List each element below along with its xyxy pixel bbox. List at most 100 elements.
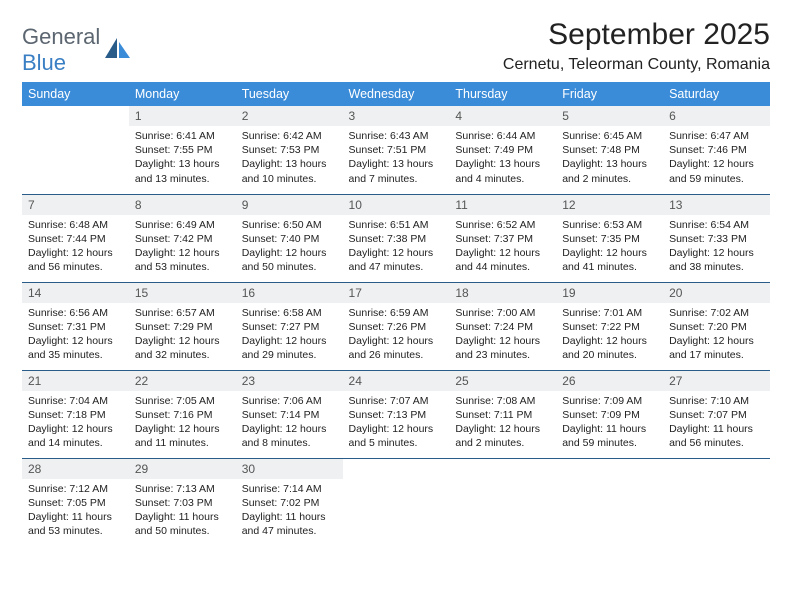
day-details: Sunrise: 6:48 AMSunset: 7:44 PMDaylight:… <box>22 215 129 280</box>
location-text: Cernetu, Teleorman County, Romania <box>503 56 770 74</box>
day-cell: 4Sunrise: 6:44 AMSunset: 7:49 PMDaylight… <box>449 106 556 194</box>
day-number: 10 <box>343 195 450 215</box>
day-details: Sunrise: 6:43 AMSunset: 7:51 PMDaylight:… <box>343 126 450 191</box>
day-number: 29 <box>129 459 236 479</box>
day-details: Sunrise: 6:53 AMSunset: 7:35 PMDaylight:… <box>556 215 663 280</box>
day-details: Sunrise: 6:42 AMSunset: 7:53 PMDaylight:… <box>236 126 343 191</box>
day-cell: 16Sunrise: 6:58 AMSunset: 7:27 PMDayligh… <box>236 282 343 370</box>
day-details: Sunrise: 7:01 AMSunset: 7:22 PMDaylight:… <box>556 303 663 368</box>
day-cell: 15Sunrise: 6:57 AMSunset: 7:29 PMDayligh… <box>129 282 236 370</box>
week-row: 28Sunrise: 7:12 AMSunset: 7:05 PMDayligh… <box>22 458 770 546</box>
day-details: Sunrise: 7:12 AMSunset: 7:05 PMDaylight:… <box>22 479 129 544</box>
day-number: 19 <box>556 283 663 303</box>
day-details: Sunrise: 7:04 AMSunset: 7:18 PMDaylight:… <box>22 391 129 456</box>
logo-sail-icon <box>105 38 131 65</box>
header: General Blue September 2025 Cernetu, Tel… <box>22 18 770 76</box>
day-details: Sunrise: 6:54 AMSunset: 7:33 PMDaylight:… <box>663 215 770 280</box>
day-cell <box>449 458 556 546</box>
day-details: Sunrise: 6:50 AMSunset: 7:40 PMDaylight:… <box>236 215 343 280</box>
day-number: 16 <box>236 283 343 303</box>
week-row: 1Sunrise: 6:41 AMSunset: 7:55 PMDaylight… <box>22 106 770 194</box>
day-cell: 1Sunrise: 6:41 AMSunset: 7:55 PMDaylight… <box>129 106 236 194</box>
day-details: Sunrise: 7:09 AMSunset: 7:09 PMDaylight:… <box>556 391 663 456</box>
day-number: 9 <box>236 195 343 215</box>
weekday-header: Wednesday <box>343 82 450 106</box>
day-number: 17 <box>343 283 450 303</box>
weekday-header: Thursday <box>449 82 556 106</box>
day-cell: 17Sunrise: 6:59 AMSunset: 7:26 PMDayligh… <box>343 282 450 370</box>
day-number: 24 <box>343 371 450 391</box>
day-details: Sunrise: 6:56 AMSunset: 7:31 PMDaylight:… <box>22 303 129 368</box>
day-details: Sunrise: 7:13 AMSunset: 7:03 PMDaylight:… <box>129 479 236 544</box>
day-number: 5 <box>556 106 663 126</box>
day-number: 20 <box>663 283 770 303</box>
day-details: Sunrise: 6:41 AMSunset: 7:55 PMDaylight:… <box>129 126 236 191</box>
day-cell: 26Sunrise: 7:09 AMSunset: 7:09 PMDayligh… <box>556 370 663 458</box>
week-row: 14Sunrise: 6:56 AMSunset: 7:31 PMDayligh… <box>22 282 770 370</box>
day-cell: 10Sunrise: 6:51 AMSunset: 7:38 PMDayligh… <box>343 194 450 282</box>
day-details: Sunrise: 7:14 AMSunset: 7:02 PMDaylight:… <box>236 479 343 544</box>
day-cell <box>556 458 663 546</box>
day-cell: 30Sunrise: 7:14 AMSunset: 7:02 PMDayligh… <box>236 458 343 546</box>
day-cell: 11Sunrise: 6:52 AMSunset: 7:37 PMDayligh… <box>449 194 556 282</box>
day-cell: 8Sunrise: 6:49 AMSunset: 7:42 PMDaylight… <box>129 194 236 282</box>
day-number: 3 <box>343 106 450 126</box>
logo: General Blue <box>22 24 131 76</box>
weekday-header: Tuesday <box>236 82 343 106</box>
day-number: 23 <box>236 371 343 391</box>
day-details: Sunrise: 6:59 AMSunset: 7:26 PMDaylight:… <box>343 303 450 368</box>
day-cell: 5Sunrise: 6:45 AMSunset: 7:48 PMDaylight… <box>556 106 663 194</box>
day-cell: 6Sunrise: 6:47 AMSunset: 7:46 PMDaylight… <box>663 106 770 194</box>
day-number: 15 <box>129 283 236 303</box>
day-number: 1 <box>129 106 236 126</box>
day-details: Sunrise: 7:07 AMSunset: 7:13 PMDaylight:… <box>343 391 450 456</box>
logo-word-2: Blue <box>22 50 66 75</box>
day-cell: 3Sunrise: 6:43 AMSunset: 7:51 PMDaylight… <box>343 106 450 194</box>
day-number: 7 <box>22 195 129 215</box>
day-number: 28 <box>22 459 129 479</box>
day-number: 21 <box>22 371 129 391</box>
day-number: 14 <box>22 283 129 303</box>
day-cell: 9Sunrise: 6:50 AMSunset: 7:40 PMDaylight… <box>236 194 343 282</box>
day-details: Sunrise: 6:58 AMSunset: 7:27 PMDaylight:… <box>236 303 343 368</box>
day-number: 27 <box>663 371 770 391</box>
day-details: Sunrise: 7:06 AMSunset: 7:14 PMDaylight:… <box>236 391 343 456</box>
day-details: Sunrise: 7:00 AMSunset: 7:24 PMDaylight:… <box>449 303 556 368</box>
logo-word-1: General <box>22 24 100 49</box>
day-details: Sunrise: 6:51 AMSunset: 7:38 PMDaylight:… <box>343 215 450 280</box>
day-details: Sunrise: 6:52 AMSunset: 7:37 PMDaylight:… <box>449 215 556 280</box>
calendar-table: SundayMondayTuesdayWednesdayThursdayFrid… <box>22 82 770 546</box>
day-cell: 14Sunrise: 6:56 AMSunset: 7:31 PMDayligh… <box>22 282 129 370</box>
day-number: 2 <box>236 106 343 126</box>
day-cell: 7Sunrise: 6:48 AMSunset: 7:44 PMDaylight… <box>22 194 129 282</box>
day-cell: 28Sunrise: 7:12 AMSunset: 7:05 PMDayligh… <box>22 458 129 546</box>
day-cell: 13Sunrise: 6:54 AMSunset: 7:33 PMDayligh… <box>663 194 770 282</box>
day-number: 12 <box>556 195 663 215</box>
day-details: Sunrise: 6:49 AMSunset: 7:42 PMDaylight:… <box>129 215 236 280</box>
day-details: Sunrise: 7:02 AMSunset: 7:20 PMDaylight:… <box>663 303 770 368</box>
day-number: 30 <box>236 459 343 479</box>
day-cell: 27Sunrise: 7:10 AMSunset: 7:07 PMDayligh… <box>663 370 770 458</box>
day-cell: 20Sunrise: 7:02 AMSunset: 7:20 PMDayligh… <box>663 282 770 370</box>
day-number: 4 <box>449 106 556 126</box>
day-details: Sunrise: 6:47 AMSunset: 7:46 PMDaylight:… <box>663 126 770 191</box>
day-details: Sunrise: 6:45 AMSunset: 7:48 PMDaylight:… <box>556 126 663 191</box>
day-cell: 22Sunrise: 7:05 AMSunset: 7:16 PMDayligh… <box>129 370 236 458</box>
day-number: 11 <box>449 195 556 215</box>
day-cell: 21Sunrise: 7:04 AMSunset: 7:18 PMDayligh… <box>22 370 129 458</box>
day-details: Sunrise: 7:10 AMSunset: 7:07 PMDaylight:… <box>663 391 770 456</box>
month-title: September 2025 <box>503 18 770 52</box>
day-details: Sunrise: 7:08 AMSunset: 7:11 PMDaylight:… <box>449 391 556 456</box>
weekday-header: Monday <box>129 82 236 106</box>
day-cell <box>343 458 450 546</box>
weekday-header: Saturday <box>663 82 770 106</box>
day-cell: 19Sunrise: 7:01 AMSunset: 7:22 PMDayligh… <box>556 282 663 370</box>
day-number: 8 <box>129 195 236 215</box>
week-row: 21Sunrise: 7:04 AMSunset: 7:18 PMDayligh… <box>22 370 770 458</box>
day-cell: 24Sunrise: 7:07 AMSunset: 7:13 PMDayligh… <box>343 370 450 458</box>
day-cell <box>663 458 770 546</box>
day-cell: 12Sunrise: 6:53 AMSunset: 7:35 PMDayligh… <box>556 194 663 282</box>
day-number: 26 <box>556 371 663 391</box>
day-details: Sunrise: 7:05 AMSunset: 7:16 PMDaylight:… <box>129 391 236 456</box>
day-number: 25 <box>449 371 556 391</box>
